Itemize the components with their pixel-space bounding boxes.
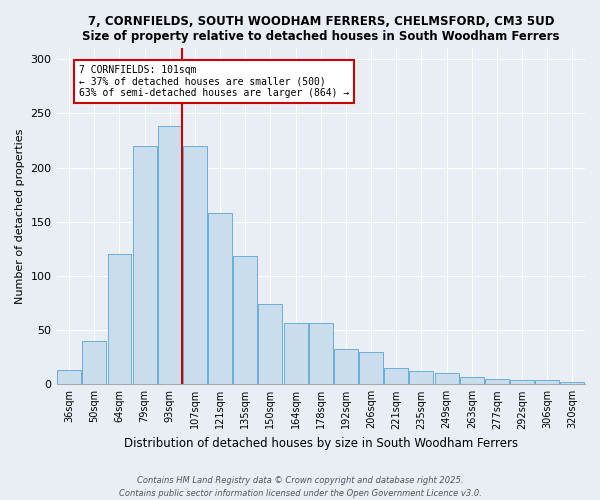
Bar xyxy=(284,322,308,384)
Bar xyxy=(57,370,81,384)
Bar xyxy=(107,254,131,384)
Bar xyxy=(158,126,182,384)
Bar xyxy=(133,146,157,384)
Bar xyxy=(183,146,207,384)
Title: 7, CORNFIELDS, SOUTH WOODHAM FERRERS, CHELMSFORD, CM3 5UD
Size of property relat: 7, CORNFIELDS, SOUTH WOODHAM FERRERS, CH… xyxy=(82,15,560,43)
Bar xyxy=(409,372,433,384)
Bar xyxy=(460,376,484,384)
Text: 7 CORNFIELDS: 101sqm
← 37% of detached houses are smaller (500)
63% of semi-deta: 7 CORNFIELDS: 101sqm ← 37% of detached h… xyxy=(79,64,349,98)
Bar xyxy=(535,380,559,384)
X-axis label: Distribution of detached houses by size in South Woodham Ferrers: Distribution of detached houses by size … xyxy=(124,437,518,450)
Bar xyxy=(208,213,232,384)
Bar xyxy=(309,322,333,384)
Bar xyxy=(434,374,458,384)
Y-axis label: Number of detached properties: Number of detached properties xyxy=(15,128,25,304)
Bar xyxy=(82,341,106,384)
Bar xyxy=(359,352,383,384)
Bar xyxy=(510,380,534,384)
Bar xyxy=(560,382,584,384)
Bar xyxy=(259,304,283,384)
Bar xyxy=(334,348,358,384)
Bar xyxy=(485,379,509,384)
Bar xyxy=(233,256,257,384)
Text: Contains HM Land Registry data © Crown copyright and database right 2025.
Contai: Contains HM Land Registry data © Crown c… xyxy=(119,476,481,498)
Bar xyxy=(385,368,408,384)
